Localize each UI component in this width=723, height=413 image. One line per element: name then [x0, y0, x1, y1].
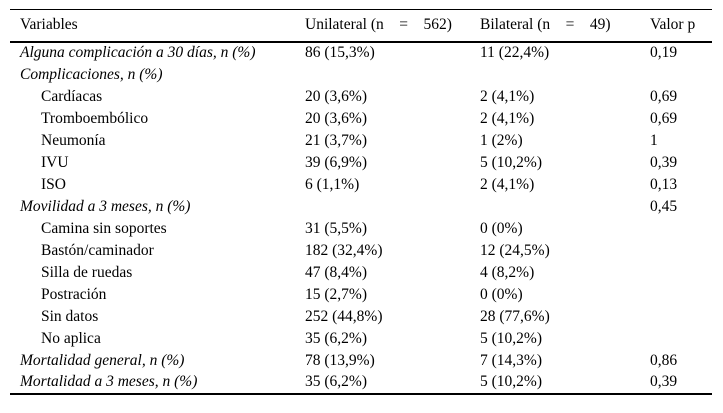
pvalue-cell — [650, 64, 712, 86]
unilateral-value-cell: 6 (1,1%) — [305, 175, 360, 193]
bilateral-value-cell: 0 (0%) — [480, 285, 523, 303]
bilateral-value-cell — [480, 64, 650, 86]
table-row: No aplica 35 (6,2%) 5 (10,2%) — [10, 328, 712, 350]
unilateral-value-cell: 47 (8,4%) — [305, 263, 367, 281]
results-table: Variables Unilateral (n = 562) Bilateral… — [10, 9, 712, 395]
table-row: Alguna complicación a 30 días, n (%) 86 (… — [10, 42, 712, 64]
variable-cell: Neumonía — [41, 131, 106, 149]
bilateral-value-cell: 5 (10,2%) — [480, 373, 542, 390]
unilateral-value-cell: 20 (3,6%) — [305, 87, 367, 105]
bilateral-value-cell: 7 (14,3%) — [480, 351, 542, 369]
pvalue-cell: 0,69 — [650, 87, 678, 105]
table-row: Postración 15 (2,7%) 0 (0%) — [10, 284, 712, 306]
variable-cell: Mortalidad a 3 meses, n (%) — [20, 373, 198, 390]
column-header-bilateral: Bilateral (n = 49) — [480, 9, 650, 43]
variable-cell: Cardíacas — [41, 87, 103, 105]
table-row: Movilidad a 3 meses, n (%) 0,45 — [10, 196, 712, 218]
table-row: Cardíacas 20 (3,6%) 2 (4,1%) 0,69 — [10, 86, 712, 108]
table-row: Sin datos 252 (44,8%) 28 (77,6%) — [10, 306, 712, 328]
variable-cell: IVU — [41, 153, 69, 171]
table-row: Silla de ruedas 47 (8,4%) 4 (8,2%) — [10, 262, 712, 284]
pvalue-cell: 1 — [650, 131, 658, 149]
column-header-unilateral: Unilateral (n = 562) — [305, 9, 480, 43]
variable-cell: Mortalidad general, n (%) — [20, 351, 185, 369]
variable-cell: Sin datos — [41, 307, 99, 325]
variable-cell: Postración — [41, 285, 107, 303]
unilateral-value-cell — [305, 64, 480, 86]
variable-cell: Complicaciones, n (%) — [20, 65, 163, 83]
unilateral-value-cell — [305, 196, 480, 218]
table-row: Mortalidad general, n (%) 78 (13,9%) 7 (14… — [10, 350, 712, 372]
bilateral-value-cell: 5 (10,2%) — [480, 329, 542, 347]
unilateral-value-cell: 39 (6,9%) — [305, 153, 367, 171]
bilateral-value-cell — [480, 196, 650, 218]
pvalue-cell: 0,13 — [650, 175, 678, 193]
table-row: Bastón/caminador 182 (32,4%) 12 (24,5%) — [10, 240, 712, 262]
bilateral-value-cell: 12 (24,5%) — [480, 241, 550, 259]
column-header-valor-p: Valor p — [650, 9, 712, 43]
pvalue-cell: 0,19 — [650, 44, 678, 61]
pvalue-cell: 0,69 — [650, 109, 678, 127]
pvalue-cell — [650, 328, 712, 350]
unilateral-value-cell: 182 (32,4%) — [305, 241, 383, 259]
pvalue-cell — [650, 262, 712, 284]
variable-cell: Movilidad a 3 meses, n (%) — [20, 197, 191, 215]
bilateral-value-cell: 2 (4,1%) — [480, 109, 535, 127]
pvalue-cell: 0,45 — [650, 197, 678, 215]
unilateral-value-cell: 15 (2,7%) — [305, 285, 367, 303]
unilateral-value-cell: 252 (44,8%) — [305, 307, 383, 325]
unilateral-value-cell: 35 (6,2%) — [305, 329, 367, 347]
table-header-row: Variables Unilateral (n = 562) Bilateral… — [10, 9, 712, 43]
bilateral-value-cell: 4 (8,2%) — [480, 263, 535, 281]
unilateral-value-cell: 86 (15,3%) — [305, 44, 375, 61]
variable-cell: Alguna complicación a 30 días, n (%) — [20, 44, 256, 61]
pvalue-cell: 0,39 — [650, 153, 678, 171]
variable-cell: No aplica — [41, 329, 101, 347]
bilateral-value-cell: 11 (22,4%) — [480, 44, 550, 61]
bilateral-value-cell: 28 (77,6%) — [480, 307, 550, 325]
pvalue-cell: 0,39 — [650, 373, 678, 390]
pvalue-cell — [650, 218, 712, 240]
unilateral-value-cell: 35 (6,2%) — [305, 373, 367, 390]
bilateral-value-cell: 1 (2%) — [480, 131, 523, 149]
pvalue-cell — [650, 284, 712, 306]
pvalue-cell: 0,86 — [650, 351, 678, 369]
variable-cell: ISO — [41, 175, 66, 193]
table-row: Mortalidad a 3 meses, n (%) 35 (6,2%) 5 (1… — [10, 372, 712, 394]
bilateral-value-cell: 5 (10,2%) — [480, 153, 542, 171]
bilateral-value-cell: 0 (0%) — [480, 219, 523, 237]
table-row: ISO 6 (1,1%) 2 (4,1%) 0,13 — [10, 174, 712, 196]
unilateral-value-cell: 21 (3,7%) — [305, 131, 367, 149]
variable-cell: Bastón/caminador — [41, 241, 154, 259]
table-row: IVU 39 (6,9%) 5 (10,2%) 0,39 — [10, 152, 712, 174]
table-body: Alguna complicación a 30 días, n (%) 86 (… — [10, 42, 712, 394]
variable-cell: Camina sin soportes — [41, 219, 167, 237]
column-header-variables: Variables — [10, 9, 305, 43]
pvalue-cell — [650, 306, 712, 328]
table-row: Camina sin soportes 31 (5,5%) 0 (0%) — [10, 218, 712, 240]
unilateral-value-cell: 78 (13,9%) — [305, 351, 375, 369]
table-row: Tromboembólico 20 (3,6%) 2 (4,1%) 0,69 — [10, 108, 712, 130]
pvalue-cell — [650, 240, 712, 262]
unilateral-value-cell: 31 (5,5%) — [305, 219, 367, 237]
variable-cell: Tromboembólico — [41, 109, 149, 127]
variable-cell: Silla de ruedas — [41, 263, 133, 281]
table-row: Neumonía 21 (3,7%) 1 (2%) 1 — [10, 130, 712, 152]
bilateral-value-cell: 2 (4,1%) — [480, 175, 535, 193]
unilateral-value-cell: 20 (3,6%) — [305, 109, 367, 127]
bilateral-value-cell: 2 (4,1%) — [480, 87, 535, 105]
table-row: Complicaciones, n (%) — [10, 64, 712, 86]
